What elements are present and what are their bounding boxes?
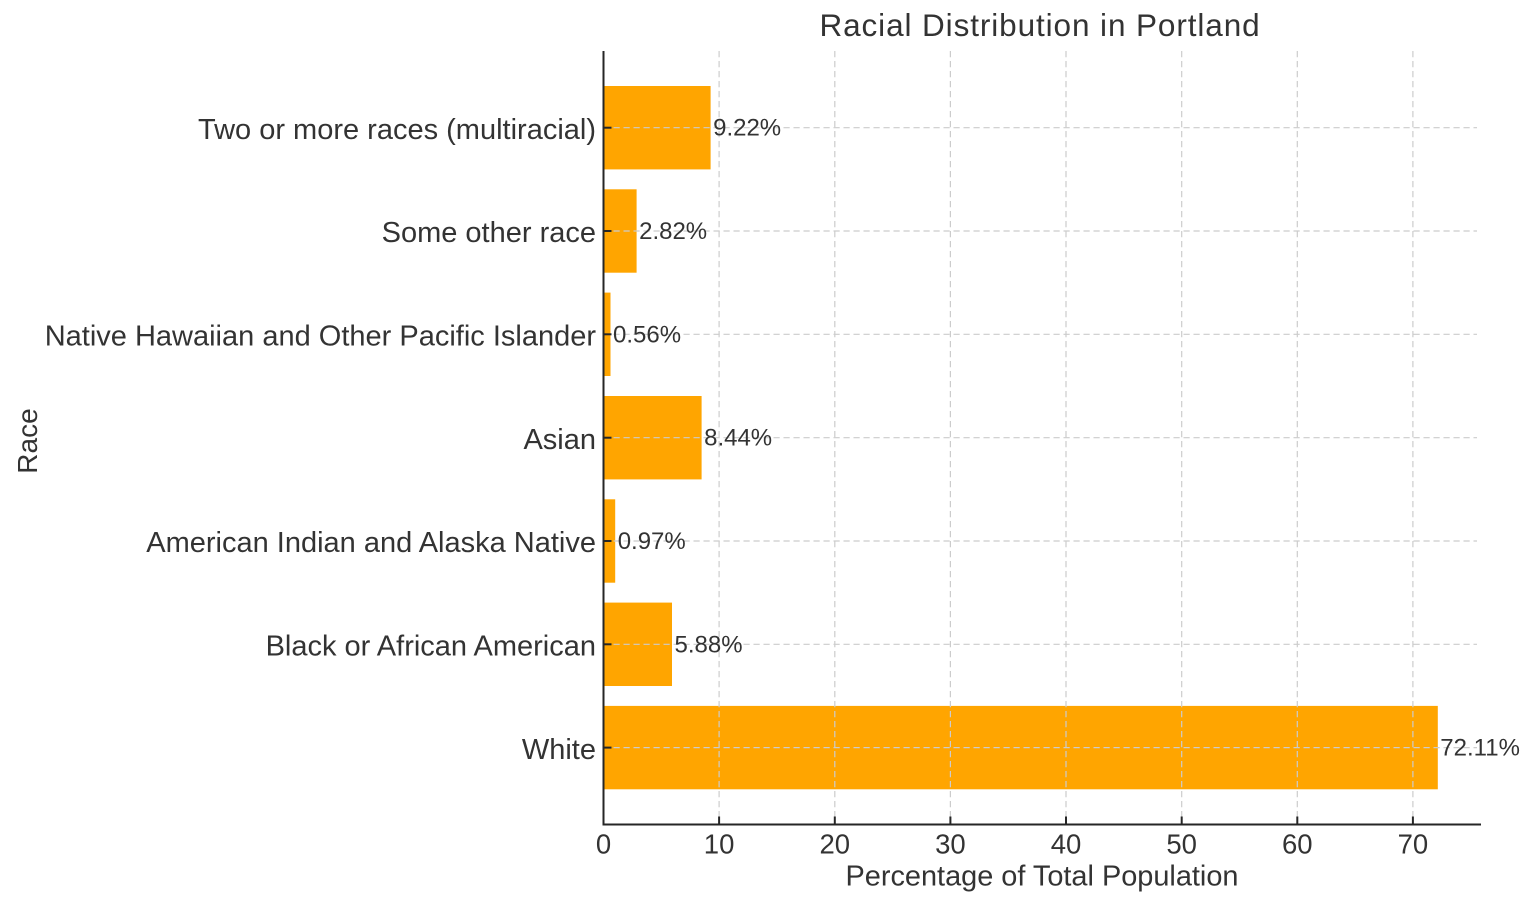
svg-text:60: 60 [1282,828,1313,859]
svg-text:American Indian and Alaska Nat: American Indian and Alaska Native [146,527,596,559]
svg-text:Native Hawaiian and Other Paci: Native Hawaiian and Other Pacific Island… [45,321,597,353]
svg-text:Two or more races (multiracial: Two or more races (multiracial) [198,114,596,146]
svg-text:Percentage of Total Population: Percentage of Total Population [846,860,1239,892]
svg-text:9.22%: 9.22% [713,115,781,142]
svg-text:Black or African American: Black or African American [266,631,596,663]
svg-text:Race: Race [12,408,43,473]
svg-text:50: 50 [1166,828,1197,859]
svg-text:0.56%: 0.56% [613,321,681,348]
svg-text:10: 10 [704,828,735,859]
svg-text:70: 70 [1398,828,1429,859]
svg-text:0: 0 [596,828,611,859]
svg-text:72.11%: 72.11% [1440,735,1520,762]
svg-text:2.82%: 2.82% [639,218,707,245]
svg-text:Asian: Asian [523,424,596,456]
svg-text:White: White [522,734,596,766]
svg-text:30: 30 [935,828,966,859]
svg-text:Racial Distribution in Portlan: Racial Distribution in Portland [819,7,1260,43]
svg-text:5.88%: 5.88% [675,631,743,658]
svg-text:40: 40 [1051,828,1082,859]
svg-text:Some other race: Some other race [382,217,596,249]
svg-text:0.97%: 0.97% [618,528,686,555]
svg-text:20: 20 [820,828,851,859]
svg-text:8.44%: 8.44% [704,425,772,452]
